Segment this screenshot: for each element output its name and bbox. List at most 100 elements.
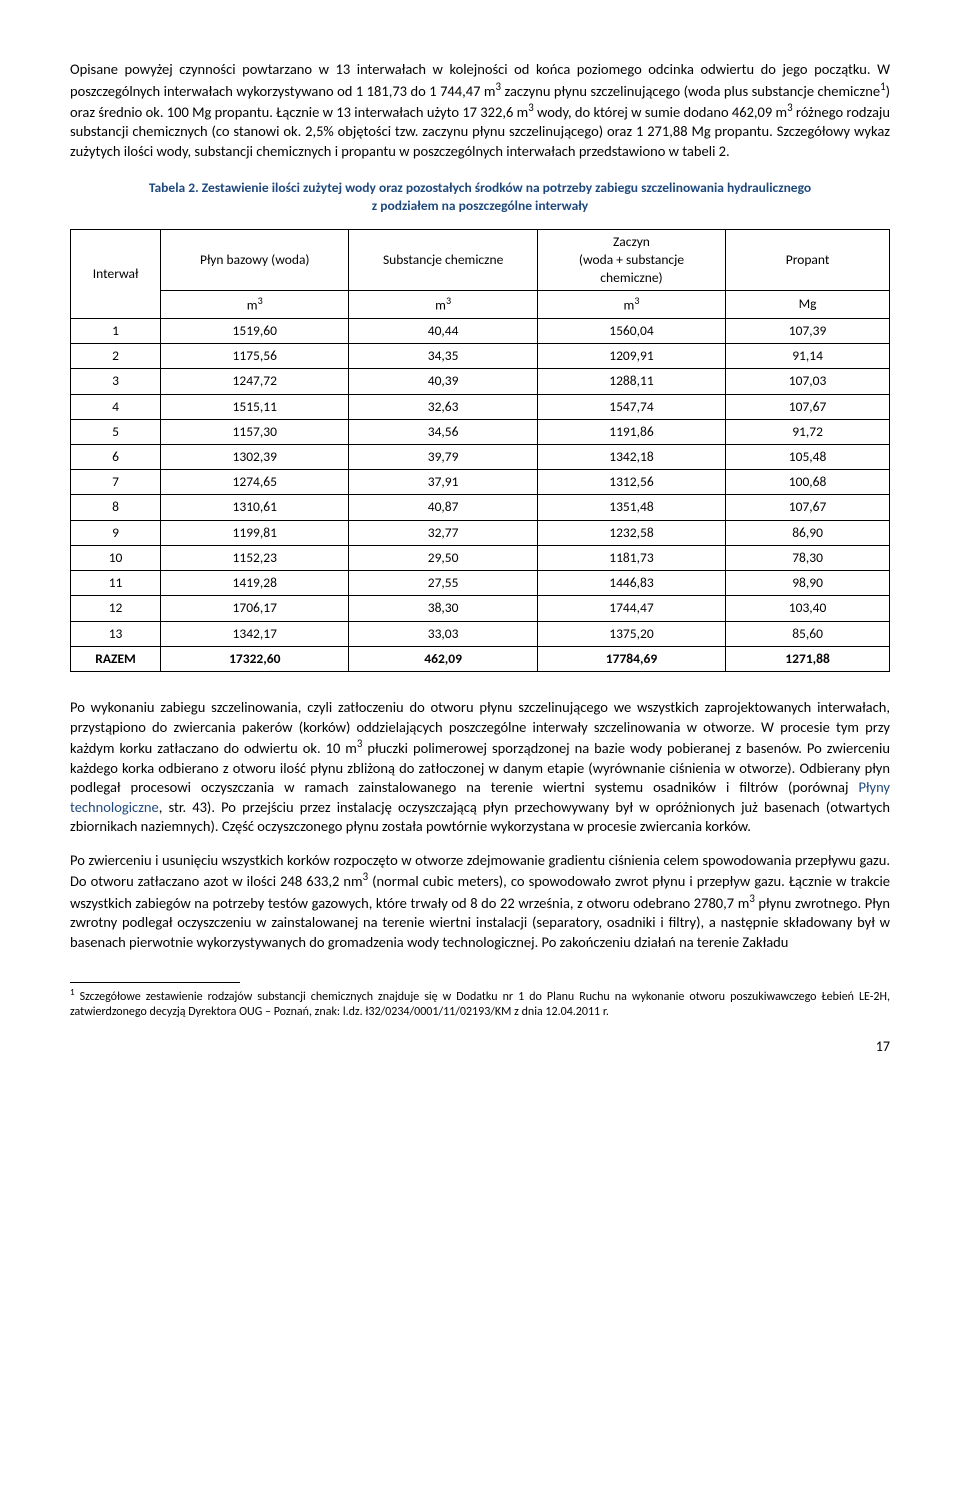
table-cell: 11 bbox=[71, 571, 161, 596]
paragraph-1: Opisane powyżej czynności powtarzano w 1… bbox=[70, 60, 890, 161]
table-cell: 91,72 bbox=[726, 419, 890, 444]
table-cell: 38,30 bbox=[349, 596, 537, 621]
table-row: 121706,1738,301744,47103,40 bbox=[71, 596, 890, 621]
table-cell: 105,48 bbox=[726, 445, 890, 470]
table-cell: 1199,81 bbox=[161, 520, 349, 545]
text: m bbox=[624, 297, 635, 314]
table-cell: 86,90 bbox=[726, 520, 890, 545]
page-number: 17 bbox=[70, 1038, 890, 1057]
table-cell: 17322,60 bbox=[161, 646, 349, 671]
table-caption: Tabela 2. Zestawienie ilości zużytej wod… bbox=[70, 179, 890, 214]
table-row: 71274,6537,911312,56100,68 bbox=[71, 470, 890, 495]
table-cell: 32,63 bbox=[349, 394, 537, 419]
table-cell: 32,77 bbox=[349, 520, 537, 545]
caption-line-2: z podziałem na poszczególne interwały bbox=[372, 197, 588, 214]
text: (woda + substancje bbox=[579, 251, 684, 268]
table-cell: 6 bbox=[71, 445, 161, 470]
text: zaczynu płynu szczelinującego (woda plus… bbox=[501, 81, 880, 99]
table-cell: 1706,17 bbox=[161, 596, 349, 621]
table-cell: 1547,74 bbox=[537, 394, 725, 419]
data-table: Interwał Płyn bazowy (woda) Substancje c… bbox=[70, 229, 890, 672]
table-cell: 1271,88 bbox=[726, 646, 890, 671]
table-cell: 12 bbox=[71, 596, 161, 621]
table-cell: 1519,60 bbox=[161, 318, 349, 343]
footnote-1: 1 Szczegółowe zestawienie rodzajów subst… bbox=[70, 987, 890, 1020]
table-cell: 1302,39 bbox=[161, 445, 349, 470]
paragraph-2: Po wykonaniu zabiegu szczelinowania, czy… bbox=[70, 698, 890, 837]
table-cell: 107,67 bbox=[726, 394, 890, 419]
table-cell: 1191,86 bbox=[537, 419, 725, 444]
table-cell: 100,68 bbox=[726, 470, 890, 495]
text: Zaczyn bbox=[613, 233, 650, 250]
table-cell: 462,09 bbox=[349, 646, 537, 671]
table-cell: 7 bbox=[71, 470, 161, 495]
table-cell: 91,14 bbox=[726, 344, 890, 369]
text: , str. 43). Po przejściu przez instalacj… bbox=[70, 798, 890, 836]
table-row: 101152,2329,501181,7378,30 bbox=[71, 545, 890, 570]
unit-m3: m3 bbox=[349, 291, 537, 319]
table-cell: 78,30 bbox=[726, 545, 890, 570]
unit-mg: Mg bbox=[726, 291, 890, 319]
table-cell: 29,50 bbox=[349, 545, 537, 570]
table-row: 111419,2827,551446,8398,90 bbox=[71, 571, 890, 596]
table-row: 11519,6040,441560,04107,39 bbox=[71, 318, 890, 343]
table-row: 61302,3939,791342,18105,48 bbox=[71, 445, 890, 470]
table-cell: 1157,30 bbox=[161, 419, 349, 444]
table-cell: 1288,11 bbox=[537, 369, 725, 394]
table-row: 131342,1733,031375,2085,60 bbox=[71, 621, 890, 646]
table-row: 81310,6140,871351,48107,67 bbox=[71, 495, 890, 520]
caption-line-1: Tabela 2. Zestawienie ilości zużytej wod… bbox=[149, 179, 811, 196]
unit-m3: m3 bbox=[537, 291, 725, 319]
table-cell: 107,03 bbox=[726, 369, 890, 394]
table-cell: 34,56 bbox=[349, 419, 537, 444]
table-cell: 98,90 bbox=[726, 571, 890, 596]
table-cell: 1342,17 bbox=[161, 621, 349, 646]
col-interwal: Interwał bbox=[71, 229, 161, 318]
table-cell: 1375,20 bbox=[537, 621, 725, 646]
unit-m3: m3 bbox=[161, 291, 349, 319]
table-cell: 107,39 bbox=[726, 318, 890, 343]
table-cell: 1152,23 bbox=[161, 545, 349, 570]
footnote-separator bbox=[70, 982, 240, 983]
table-row: 21175,5634,351209,9191,14 bbox=[71, 344, 890, 369]
table-cell: 8 bbox=[71, 495, 161, 520]
table-cell: 40,44 bbox=[349, 318, 537, 343]
table-cell: 1744,47 bbox=[537, 596, 725, 621]
table-cell: 1247,72 bbox=[161, 369, 349, 394]
table-cell: 9 bbox=[71, 520, 161, 545]
table-cell: RAZEM bbox=[71, 646, 161, 671]
table-row: 91199,8132,771232,5886,90 bbox=[71, 520, 890, 545]
table-cell: 39,79 bbox=[349, 445, 537, 470]
table-cell: 40,39 bbox=[349, 369, 537, 394]
table-cell: 17784,69 bbox=[537, 646, 725, 671]
col-zaczyn: Zaczyn (woda + substancje chemiczne) bbox=[537, 229, 725, 291]
table-cell: 34,35 bbox=[349, 344, 537, 369]
col-subst: Substancje chemiczne bbox=[349, 229, 537, 291]
table-cell: 37,91 bbox=[349, 470, 537, 495]
table-row: 41515,1132,631547,74107,67 bbox=[71, 394, 890, 419]
table-cell: 27,55 bbox=[349, 571, 537, 596]
table-cell: 85,60 bbox=[726, 621, 890, 646]
table-cell: 103,40 bbox=[726, 596, 890, 621]
footnote-text: Szczegółowe zestawienie rodzajów substan… bbox=[70, 990, 890, 1019]
col-propant: Propant bbox=[726, 229, 890, 291]
table-cell: 1312,56 bbox=[537, 470, 725, 495]
table-cell: 1310,61 bbox=[161, 495, 349, 520]
table-cell: 1342,18 bbox=[537, 445, 725, 470]
text: m bbox=[435, 297, 446, 314]
table-cell: 10 bbox=[71, 545, 161, 570]
table-cell: 1181,73 bbox=[537, 545, 725, 570]
table-cell: 107,67 bbox=[726, 495, 890, 520]
table-header-row: Interwał Płyn bazowy (woda) Substancje c… bbox=[71, 229, 890, 291]
text: wody, do której w sumie dodano 462,09 m bbox=[534, 103, 787, 121]
table-row: 51157,3034,561191,8691,72 bbox=[71, 419, 890, 444]
table-cell: 3 bbox=[71, 369, 161, 394]
text: m bbox=[247, 297, 258, 314]
table-total-row: RAZEM17322,60462,0917784,691271,88 bbox=[71, 646, 890, 671]
table-unit-row: m3 m3 m3 Mg bbox=[71, 291, 890, 319]
table-cell: 4 bbox=[71, 394, 161, 419]
table-cell: 40,87 bbox=[349, 495, 537, 520]
table-cell: 5 bbox=[71, 419, 161, 444]
table-cell: 1446,83 bbox=[537, 571, 725, 596]
table-row: 31247,7240,391288,11107,03 bbox=[71, 369, 890, 394]
